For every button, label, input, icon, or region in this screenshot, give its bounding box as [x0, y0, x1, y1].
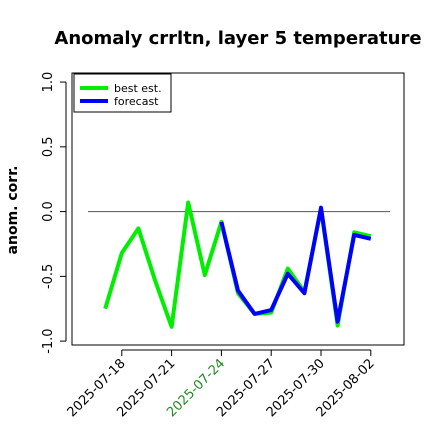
y-tick-label: 0.5 — [41, 136, 56, 157]
y-tick-label: -1.0 — [41, 328, 56, 353]
chart-title: Anomaly crrltn, layer 5 temperature — [54, 28, 421, 49]
y-tick-label: 0.0 — [41, 201, 56, 222]
plot-frame — [71, 72, 405, 346]
legend-label: best est. — [114, 82, 162, 95]
y-tick-label: 1.0 — [41, 72, 56, 93]
series-line — [219, 205, 372, 324]
legend: best est.forecast — [73, 73, 172, 113]
legend-box — [73, 73, 172, 113]
y-tick-label: -0.5 — [41, 264, 56, 289]
y-axis-label: anom. corr. — [5, 166, 21, 255]
legend-label: forecast — [114, 95, 159, 108]
